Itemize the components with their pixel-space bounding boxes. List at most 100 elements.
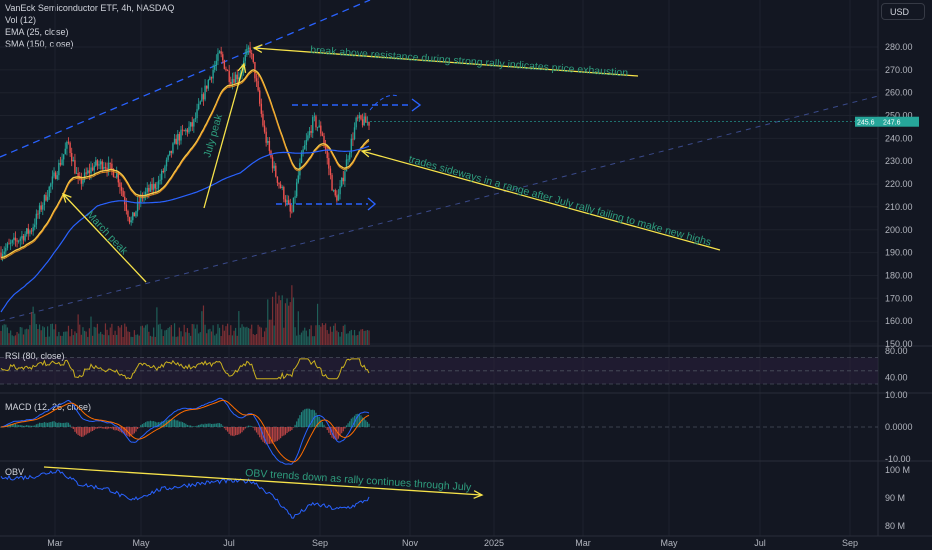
macd-histogram-bar (214, 423, 216, 427)
rsi-label: RSI (80, close) (5, 351, 65, 361)
macd-histogram-bar (350, 418, 352, 427)
macd-histogram-bar (239, 427, 242, 434)
volume-bar (275, 291, 277, 345)
candle-body (91, 167, 94, 171)
macd-histogram-bar (226, 427, 229, 432)
volume-bar (169, 326, 171, 345)
price-label-box (879, 116, 919, 127)
candle-body (87, 170, 89, 174)
volume-bar (6, 327, 9, 345)
volume-bar (262, 336, 264, 345)
volume-bar (72, 335, 74, 345)
volume-bar (307, 336, 309, 345)
macd-histogram-bar (318, 416, 320, 427)
volume-bar (125, 326, 127, 345)
candle-body (337, 194, 340, 201)
volume-bar (191, 324, 193, 345)
volume-bar (178, 327, 180, 345)
macd-histogram-bar (202, 424, 205, 427)
candle-body (80, 177, 83, 184)
candle-body (8, 243, 10, 245)
candle-body (334, 190, 336, 196)
candle-body (181, 129, 184, 131)
candle-body (6, 243, 9, 248)
macd-histogram-bar (149, 420, 152, 427)
candle-body (98, 164, 100, 166)
macd-histogram-bar (307, 408, 309, 427)
volume-bar (251, 324, 253, 345)
volume-bar (80, 334, 82, 345)
volume-bar (323, 325, 325, 345)
volume-bar (331, 331, 333, 345)
volume-bar (108, 335, 110, 345)
volume-bar (58, 331, 60, 345)
sma-label: SMA (150, close) (5, 39, 74, 49)
price-tick-label: 160.00 (885, 316, 913, 326)
volume-bar (69, 336, 71, 345)
volume-bar (112, 334, 115, 345)
lower-trend-line (0, 95, 879, 322)
macd-histogram-bar (47, 422, 49, 427)
volume-bar (59, 335, 62, 345)
candle-body (230, 81, 232, 84)
macd-histogram-bar (132, 427, 134, 435)
macd-histogram-bar (297, 418, 299, 427)
volume-bar (286, 298, 288, 345)
macd-histogram-bar (207, 423, 209, 427)
volume-bar (236, 335, 238, 345)
ema-shadow-line (0, 71, 370, 260)
macd-histogram-bar (342, 427, 344, 432)
price-tick-label: 170.00 (885, 293, 913, 303)
volume-bar (95, 327, 97, 345)
volume-bar (22, 334, 25, 345)
price-label-box (855, 116, 879, 127)
candle-body (178, 134, 181, 141)
candle-body (260, 103, 263, 114)
macd-histogram-bar (199, 424, 201, 427)
candle-body (120, 186, 123, 191)
macd-histogram-bar (153, 421, 155, 427)
candle-body (279, 184, 282, 189)
volume-bar (292, 297, 295, 345)
macd-histogram-bar (300, 412, 303, 427)
macd-histogram-bar (128, 427, 131, 437)
volume-bar (313, 336, 315, 345)
price-label: 247.6 (883, 120, 901, 127)
candle-body (320, 125, 322, 134)
candle-body (0, 252, 2, 258)
candle-body (14, 237, 17, 241)
candle-body (289, 203, 291, 212)
macd-histogram-bar (98, 427, 100, 429)
candle-body (365, 116, 367, 123)
macd-histogram-bar (13, 423, 15, 427)
volume-bar (40, 330, 42, 345)
volume-bar (291, 285, 293, 345)
candle-body (331, 175, 333, 191)
macd-histogram-bar (284, 427, 287, 435)
price-tick-label: 230.00 (885, 156, 913, 166)
macd-histogram-bar (336, 427, 338, 440)
volume-bar (11, 335, 13, 345)
candle-body (95, 160, 97, 166)
candle-body (112, 169, 115, 177)
candle-body (262, 113, 264, 126)
macd-histogram-bar (299, 415, 301, 427)
macd-histogram-bar (357, 413, 359, 427)
volume-bar (353, 330, 356, 345)
vol-label: Vol (12) (5, 15, 37, 25)
macd-histogram-bar (88, 427, 90, 433)
macd-histogram-bar (72, 427, 74, 430)
candle-body (283, 187, 285, 200)
macd-histogram-bar (82, 427, 84, 437)
macd-histogram-bar (251, 426, 253, 427)
volume-bar (175, 336, 177, 345)
candle-body (152, 183, 155, 190)
macd-histogram-bar (181, 422, 184, 427)
candle-body (34, 224, 36, 228)
macd-histogram-bar (341, 427, 343, 434)
macd-histogram-bar (91, 427, 94, 432)
currency-button[interactable]: USD (881, 3, 925, 20)
price-tick-label: 150.00 (885, 339, 913, 349)
volume-bar (215, 333, 217, 345)
